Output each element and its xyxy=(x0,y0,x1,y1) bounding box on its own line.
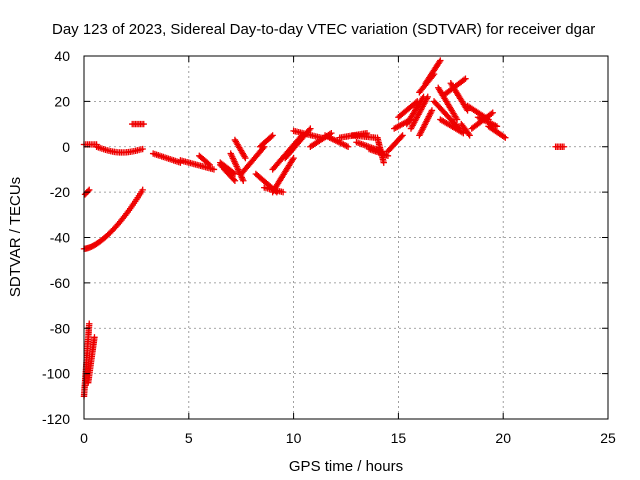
data-point xyxy=(460,76,468,83)
data-point xyxy=(91,334,98,341)
data-point xyxy=(242,154,249,162)
data-point xyxy=(462,75,469,82)
y-tick-label: -100 xyxy=(42,366,70,382)
data-point xyxy=(289,156,296,163)
data-point xyxy=(437,57,444,64)
data-point xyxy=(398,133,405,140)
x-tick-label: 5 xyxy=(185,430,193,446)
y-tick-label: -60 xyxy=(50,275,70,291)
data-point xyxy=(465,130,472,138)
y-tick-label: 0 xyxy=(62,139,70,155)
x-tick-label: 20 xyxy=(495,430,511,446)
data-point xyxy=(140,120,147,128)
data-point xyxy=(240,177,247,184)
x-tick-label: 10 xyxy=(286,430,302,446)
y-axis-label: SDTVAR / TECUs xyxy=(7,177,24,297)
data-point xyxy=(307,125,314,132)
data-point xyxy=(466,132,473,139)
data-point xyxy=(226,169,233,177)
data-point xyxy=(210,166,218,173)
data-point xyxy=(436,58,443,66)
grid-lines xyxy=(84,56,608,419)
x-axis-label: GPS time / hours xyxy=(289,458,403,475)
data-point xyxy=(489,109,496,116)
x-tick-label: 15 xyxy=(391,430,407,446)
x-tick-label: 25 xyxy=(600,430,616,446)
axis-ticks: 0 5 10 15 20 25 40 20 0 -20 -40 -60 -80 -100 -120 xyxy=(42,48,616,446)
data-point xyxy=(227,170,234,178)
data-point xyxy=(230,176,237,183)
data-point xyxy=(453,116,461,123)
data-point xyxy=(290,154,297,162)
data-point xyxy=(424,93,431,101)
data-point xyxy=(344,143,352,150)
data-point xyxy=(269,132,276,139)
data-point xyxy=(84,187,92,195)
data-point xyxy=(139,145,146,153)
data-point xyxy=(279,188,287,196)
data-point xyxy=(500,133,508,140)
y-tick-label: -80 xyxy=(50,320,70,336)
data-point xyxy=(231,177,239,184)
y-tick-label: -20 xyxy=(50,184,70,200)
data-point xyxy=(205,160,212,167)
data-point xyxy=(560,143,568,150)
y-tick-label: 20 xyxy=(54,93,70,109)
data-point xyxy=(428,107,436,114)
data-point xyxy=(502,134,509,141)
data-point xyxy=(488,110,495,117)
chart-title: Day 123 of 2023, Sidereal Day-to-day VTE… xyxy=(52,21,595,38)
x-tick-label: 0 xyxy=(80,430,88,446)
data-point xyxy=(139,186,146,194)
data-point xyxy=(493,123,501,130)
data-point xyxy=(268,133,275,140)
data-point xyxy=(206,161,213,169)
y-tick-label: 40 xyxy=(54,48,70,64)
data-point xyxy=(399,132,406,139)
y-tick-label: -40 xyxy=(50,230,70,246)
data-point xyxy=(380,159,387,166)
data-point xyxy=(86,320,93,327)
y-tick-label: -120 xyxy=(42,411,70,427)
data-points xyxy=(80,57,568,400)
